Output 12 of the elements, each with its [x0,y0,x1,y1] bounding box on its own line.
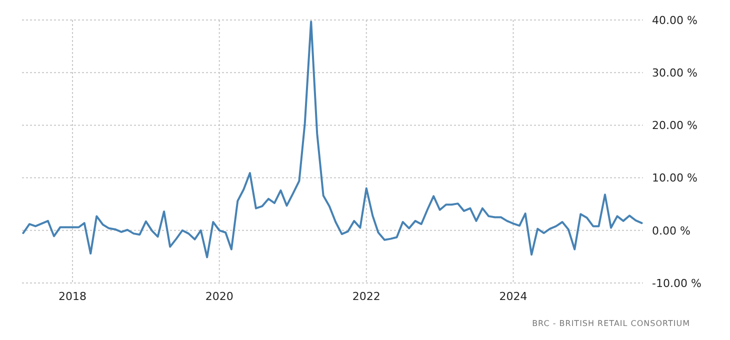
x-tick-label: 2020 [205,290,234,303]
text: BRC - BRITISH RETAIL CONSORTIUM [532,319,690,328]
x-tick-label: 2018 [58,290,86,303]
y-tick-label: 30.00 % [652,66,698,80]
x-tick-label: 2024 [499,290,528,303]
y-tick-label: 20.00 % [652,119,698,132]
line-series [22,20,643,258]
y-tick-label: 10.00 % [652,172,698,185]
y-tick-label: -10.00 % [652,276,702,290]
x-tick-label: 2022 [352,290,380,303]
y-tick-label: 0.00 % [652,224,690,238]
y-tick-label: 40.00 % [652,14,698,27]
